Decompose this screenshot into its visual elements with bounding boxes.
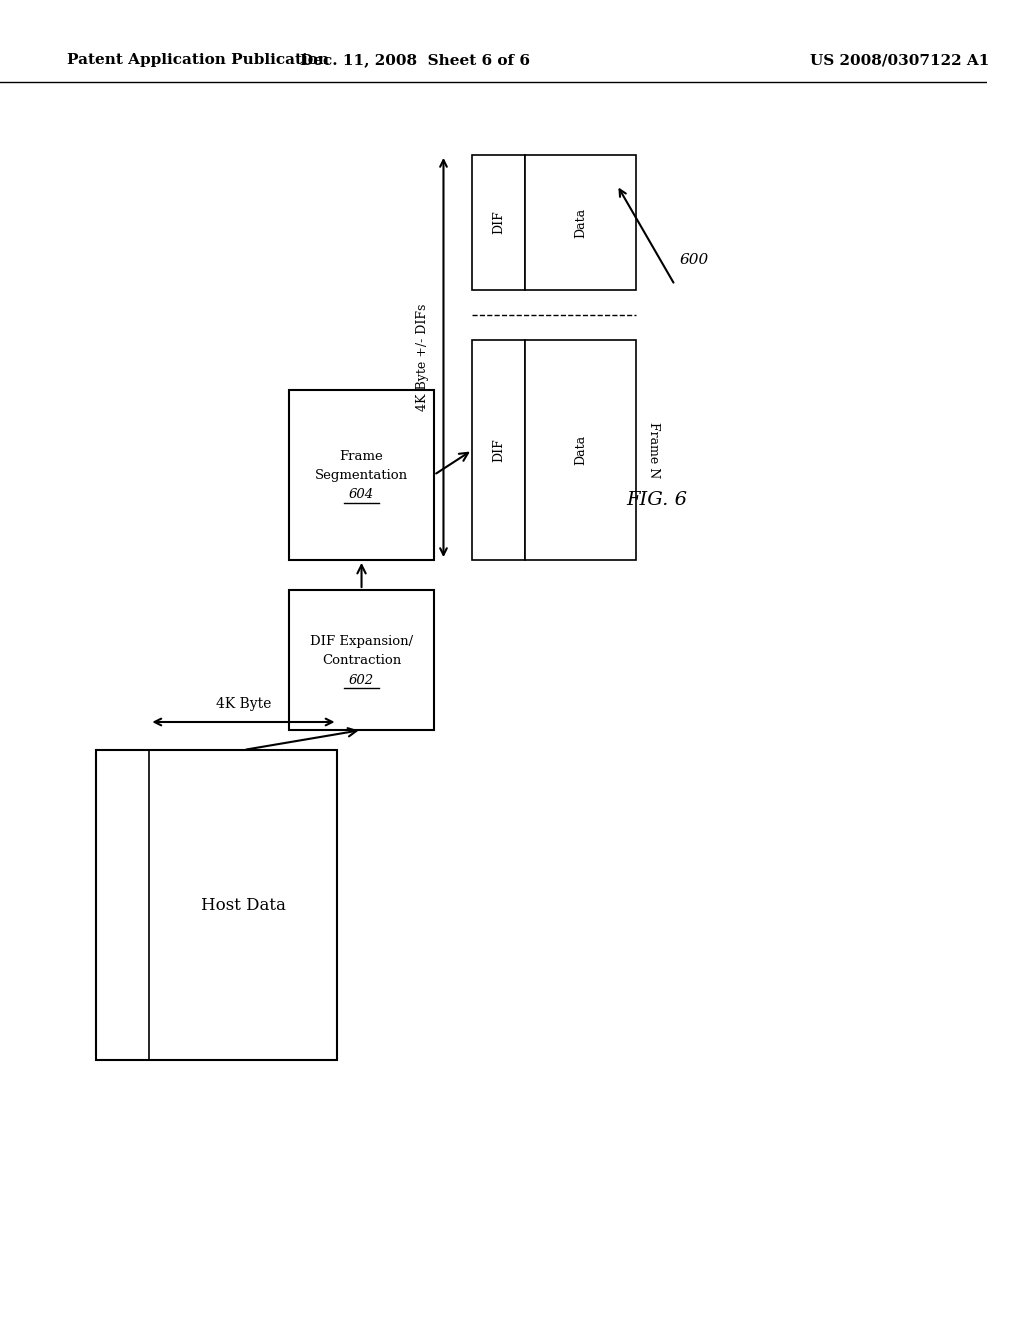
Text: 604: 604 (349, 488, 374, 502)
Bar (525, 154, 636, 290)
Bar (289, 590, 434, 730)
Bar (289, 389, 434, 560)
Bar (525, 341, 636, 560)
Text: FIG. 6: FIG. 6 (627, 491, 688, 510)
Text: 4K Byte +/- DIFs: 4K Byte +/- DIFs (416, 304, 429, 412)
Text: Patent Application Publication: Patent Application Publication (68, 53, 330, 67)
Text: Frame N: Frame N (647, 422, 660, 478)
Text: Frame: Frame (340, 450, 383, 463)
Text: US 2008/0307122 A1: US 2008/0307122 A1 (810, 53, 989, 67)
Text: Contraction: Contraction (322, 653, 401, 667)
Text: Dec. 11, 2008  Sheet 6 of 6: Dec. 11, 2008 Sheet 6 of 6 (300, 53, 529, 67)
Bar (472, 154, 525, 290)
Text: 4K Byte: 4K Byte (216, 697, 271, 711)
Text: DIF: DIF (493, 438, 506, 462)
Text: 602: 602 (349, 673, 374, 686)
Bar (472, 341, 525, 560)
Text: DIF: DIF (493, 211, 506, 235)
Text: Data: Data (574, 207, 588, 238)
Text: Host Data: Host Data (201, 896, 286, 913)
Text: 600: 600 (680, 253, 709, 267)
Text: Data: Data (574, 434, 588, 465)
Text: Segmentation: Segmentation (315, 469, 409, 482)
Bar (96, 750, 338, 1060)
Text: DIF Expansion/: DIF Expansion/ (310, 635, 413, 648)
